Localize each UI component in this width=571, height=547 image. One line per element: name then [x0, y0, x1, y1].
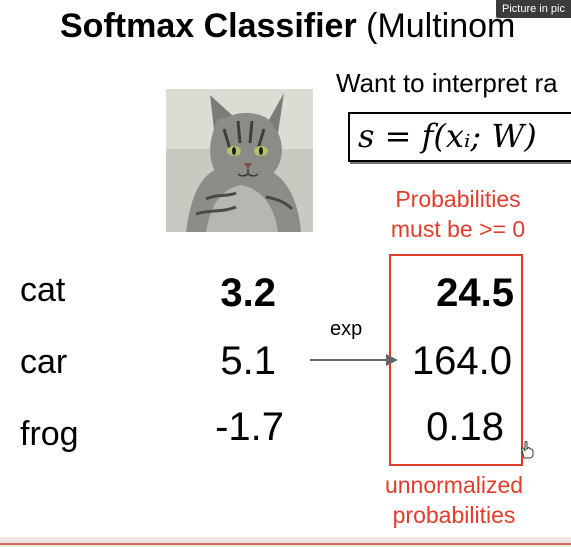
exp-value-cat: 24.5 [436, 271, 514, 315]
slide-title-bold: Softmax Classifier [60, 7, 357, 45]
probabilities-note-line1: Probabilities [395, 186, 521, 212]
probabilities-note-line2: must be >= 0 [390, 216, 526, 242]
unnormalized-note: unnormalized probabilities [360, 470, 548, 530]
score-frog: -1.7 [215, 405, 284, 449]
picture-in-picture-button[interactable]: Picture in pic [496, 0, 571, 18]
arrow-right-icon [310, 354, 398, 366]
exp-value-car: 164.0 [411, 339, 512, 383]
exp-label: exp [330, 318, 363, 340]
class-label-car: car [20, 343, 68, 381]
exp-value-frog: 0.18 [426, 405, 504, 449]
score-cat: 3.2 [220, 271, 276, 315]
video-bottom-strip [0, 537, 571, 547]
score-formula: s = f(xᵢ; W) [348, 112, 571, 162]
probabilities-note: Probabilities must be >= 0 [378, 184, 538, 244]
unnormalized-note-line1: unnormalized [384, 472, 524, 498]
slide-title-rest: (Multinom [356, 7, 516, 45]
video-progress-bar[interactable] [0, 543, 571, 545]
intro-text: Want to interpret ra [336, 68, 558, 98]
score-car: 5.1 [220, 339, 276, 383]
cat-image [166, 89, 313, 232]
slide-title: Softmax Classifier (Multinom [60, 6, 515, 46]
unnormalized-note-line2: probabilities [392, 502, 516, 528]
class-label-frog: frog [20, 415, 79, 453]
class-label-cat: cat [20, 271, 66, 309]
hand-cursor-icon [521, 441, 534, 459]
